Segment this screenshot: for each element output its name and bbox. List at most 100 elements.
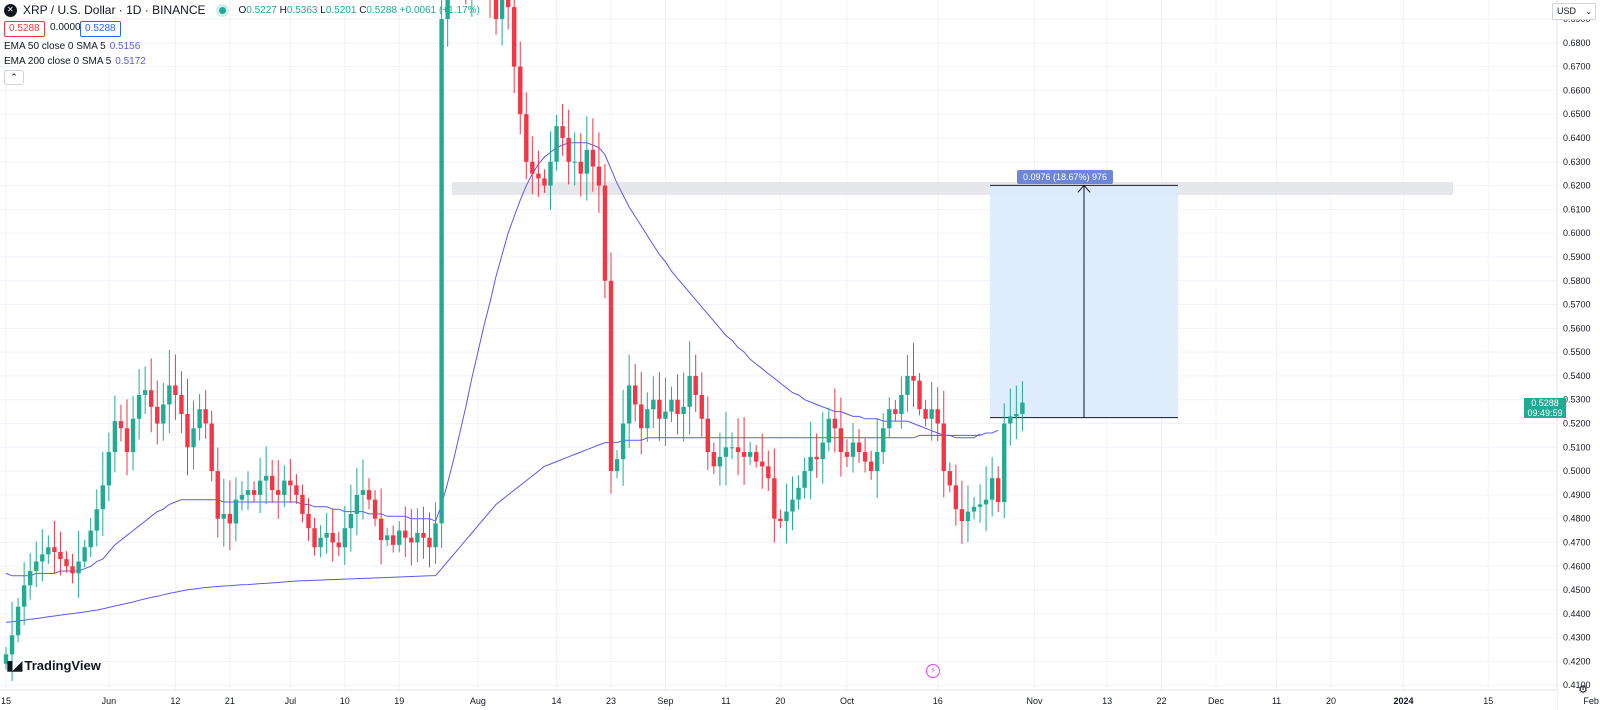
candle <box>82 539 87 568</box>
candle <box>306 498 311 541</box>
candle <box>989 457 995 517</box>
tradingview-logo[interactable]: ▮◢ TradingView <box>6 657 101 674</box>
lightning-icon[interactable]: ⚡ <box>926 664 940 678</box>
time-tick-label: 22 <box>1157 696 1167 706</box>
candle <box>1008 388 1013 446</box>
collapse-legend-button[interactable]: ⌃ <box>4 70 24 85</box>
time-tick-label: Oct <box>840 696 855 706</box>
candle <box>378 488 384 565</box>
candle <box>778 509 783 529</box>
candle <box>584 116 589 201</box>
chevron-up-icon: ⌃ <box>10 72 18 82</box>
candle <box>167 349 172 434</box>
resistance-zone[interactable] <box>452 182 1453 195</box>
candle <box>977 484 983 523</box>
price-tick-label: 0.4900 <box>1563 490 1591 500</box>
close-value: 0.5288 <box>366 4 398 16</box>
ema-50-legend[interactable]: EMA 50 close 0 SMA 5 0.5156 <box>4 41 140 52</box>
price-tick-label: 0.4800 <box>1563 514 1591 524</box>
time-tick-label: 15 <box>1 696 11 706</box>
candle <box>917 373 922 416</box>
measure-label: 0.0976 (18.67%) 976 <box>1017 170 1114 184</box>
gear-icon[interactable]: ⚙ <box>1578 684 1588 696</box>
candle <box>1014 385 1019 440</box>
time-tick-label: 21 <box>225 696 235 706</box>
last-price-label: 0.5288 09:49:59 <box>1524 398 1566 418</box>
candle <box>233 477 239 542</box>
candle <box>106 432 112 502</box>
candle <box>227 480 233 551</box>
time-tick-label: Jun <box>102 696 117 706</box>
chevron-down-icon: ⌄ <box>1585 7 1592 16</box>
change-value: +0.0061 (+1.17%) <box>399 4 480 16</box>
price-tick-label: 0.4400 <box>1563 609 1591 619</box>
candle <box>893 400 898 422</box>
ema-50-value: 0.5156 <box>109 41 141 52</box>
candle <box>161 382 166 441</box>
ema-200-value: 0.5172 <box>115 56 146 67</box>
candle <box>245 471 251 510</box>
sell-price-box[interactable]: 0.5288 <box>4 21 45 37</box>
symbol-header[interactable]: XRP / U.S. Dollar · 1D · BINANCE O0.5227… <box>4 3 480 17</box>
candle <box>826 407 831 452</box>
price-tick-label: 0.4100 <box>1563 680 1591 690</box>
candle <box>929 381 934 441</box>
candle <box>421 506 426 559</box>
candle <box>433 502 438 565</box>
candle <box>40 529 45 582</box>
candle <box>185 378 190 476</box>
open-label: O <box>238 4 247 16</box>
candle <box>651 376 656 429</box>
candle <box>850 422 856 473</box>
buy-price-box[interactable]: 0.5288 <box>80 21 121 37</box>
candle <box>808 421 813 500</box>
candle <box>881 413 886 465</box>
price-range-measure[interactable] <box>990 184 1178 419</box>
candle <box>657 372 662 441</box>
candle <box>687 341 692 435</box>
candle <box>766 450 771 491</box>
last-price-value: 0.5288 <box>1531 398 1559 408</box>
ema-200-legend[interactable]: EMA 200 close 0 SMA 5 0.5172 <box>4 56 146 67</box>
candle <box>76 530 81 598</box>
time-tick-label: 11 <box>1272 696 1281 706</box>
time-axis[interactable]: 15 Jun 12 21 Jul 10 19 Aug 14 23 Sep 11 20 Oct 16 Nov 13… <box>0 689 1599 710</box>
candle <box>602 163 608 299</box>
candle <box>723 411 729 486</box>
price-tick-label: 0.6600 <box>1563 85 1591 95</box>
candle <box>130 395 136 471</box>
price-axis-bg <box>1557 0 1600 710</box>
candle <box>711 442 717 474</box>
candle <box>427 512 432 568</box>
price-tick-label: 0.4700 <box>1563 537 1591 547</box>
high-value: 0.5363 <box>286 4 318 16</box>
candle <box>887 397 892 438</box>
price-tick-label: 0.4300 <box>1563 633 1591 643</box>
currency-label: USD <box>1557 6 1577 16</box>
candle <box>590 118 596 192</box>
candle <box>856 428 862 463</box>
time-tick-label: Jul <box>285 696 297 706</box>
candle <box>518 41 523 135</box>
spread-value: 0.0000 <box>50 22 81 33</box>
symbol-title[interactable]: XRP / U.S. Dollar · 1D · BINANCE <box>23 3 206 17</box>
candle <box>336 531 341 556</box>
candle <box>524 92 529 180</box>
price-axis[interactable]: 0.4100 0.4200 0.4300 0.4400 0.4500 0.4600 0.47… <box>1556 0 1600 710</box>
candle <box>155 380 160 445</box>
currency-select[interactable]: USD ⌄ <box>1552 3 1596 20</box>
time-tick-label: Sep <box>657 696 673 706</box>
candle <box>814 433 819 478</box>
candle <box>838 397 844 477</box>
candle <box>391 525 396 553</box>
candle <box>596 132 602 213</box>
candle <box>354 468 360 536</box>
candle <box>372 490 378 527</box>
candle <box>330 508 335 562</box>
price-tick-label: 0.4500 <box>1563 585 1591 595</box>
candle <box>530 136 535 195</box>
market-open-icon <box>219 6 227 14</box>
price-tick-label: 0.5300 <box>1563 395 1591 405</box>
candle <box>772 448 777 543</box>
